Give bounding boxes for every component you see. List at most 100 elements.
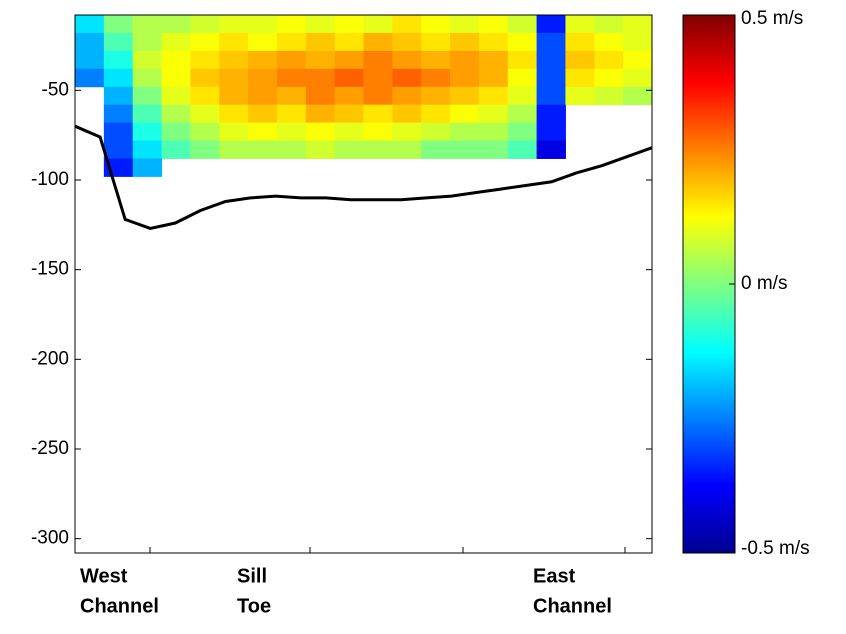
y-tick-label: -50	[42, 79, 69, 100]
heat-cell	[103, 86, 134, 106]
heat-cell	[276, 32, 307, 52]
x-label: Channel	[80, 595, 159, 617]
heat-cell	[536, 104, 566, 124]
heat-cell	[421, 86, 451, 106]
heat-cell	[248, 50, 278, 70]
y-tick-label: -300	[31, 528, 69, 549]
heat-cell	[132, 15, 163, 34]
heat-cell	[507, 32, 538, 52]
heat-cell	[478, 32, 509, 52]
heat-cell	[363, 68, 393, 88]
heat-cell	[219, 140, 249, 159]
heat-cell	[536, 68, 566, 88]
y-tick-label: -100	[31, 169, 69, 190]
heat-cell	[334, 32, 364, 52]
heat-cell	[623, 32, 653, 52]
heat-cell	[507, 15, 538, 34]
heat-cell	[276, 140, 307, 159]
heat-cell	[132, 104, 163, 124]
heat-cell	[450, 86, 480, 106]
heat-cell	[536, 50, 566, 70]
heat-cell	[507, 122, 538, 142]
heat-cell	[276, 86, 307, 106]
heat-cell	[363, 104, 393, 124]
heat-cell	[248, 68, 278, 88]
colorbar	[682, 14, 736, 554]
heat-cell	[103, 68, 134, 88]
heat-cell	[334, 140, 364, 159]
heat-cell	[248, 32, 278, 52]
heat-cell	[305, 32, 336, 52]
heat-cell	[75, 15, 105, 34]
heat-cell	[450, 32, 480, 52]
x-label: West	[80, 565, 128, 587]
heat-cell	[276, 50, 307, 70]
heat-cell	[276, 122, 307, 142]
heat-cell	[305, 68, 336, 88]
heat-cell	[392, 15, 422, 34]
heat-cell	[392, 68, 422, 88]
heat-cell	[75, 32, 105, 52]
heat-cell	[450, 50, 480, 70]
heat-cell	[507, 104, 538, 124]
heat-cell	[103, 122, 134, 142]
colorbar-label: -0.5 m/s	[741, 538, 810, 559]
heat-cell	[594, 86, 624, 106]
heat-cell	[623, 86, 653, 106]
heat-cell	[536, 32, 566, 52]
heat-cell	[507, 86, 538, 106]
y-tick-label: -250	[31, 438, 69, 459]
heat-cell	[594, 68, 624, 88]
heat-cell	[363, 50, 393, 70]
heat-cell	[392, 104, 422, 124]
heat-cell	[536, 15, 566, 34]
heat-cell	[190, 68, 220, 88]
heat-cell	[190, 122, 220, 142]
heat-cell	[75, 68, 105, 88]
heat-cell	[392, 122, 422, 142]
heat-cell	[334, 104, 364, 124]
heat-cell	[334, 86, 364, 106]
heat-cell	[103, 15, 134, 34]
heat-cell	[478, 15, 509, 34]
heat-cell	[334, 15, 364, 34]
heat-cell	[421, 140, 451, 159]
heat-cell	[219, 122, 249, 142]
heat-cell	[392, 140, 422, 159]
heat-cell	[132, 68, 163, 88]
heat-cell	[103, 32, 134, 52]
heat-cell	[565, 15, 595, 34]
heat-cell	[132, 50, 163, 70]
plot-frame	[74, 14, 653, 554]
x-label: Toe	[237, 595, 271, 617]
heat-cell	[305, 140, 336, 159]
heat-cell	[248, 122, 278, 142]
x-label: Channel	[533, 595, 612, 617]
heat-cell	[161, 104, 191, 124]
heat-cell	[248, 104, 278, 124]
heat-cell	[190, 140, 220, 159]
heat-cell	[392, 50, 422, 70]
heat-cell	[450, 140, 480, 159]
colorbar-label: 0.5 m/s	[741, 8, 803, 29]
heat-cell	[132, 140, 163, 159]
heat-cell	[276, 68, 307, 88]
heat-cell	[190, 50, 220, 70]
heat-cell	[507, 140, 538, 159]
heat-cell	[161, 50, 191, 70]
heat-cell	[103, 104, 134, 124]
heat-cell	[334, 50, 364, 70]
heat-cell	[276, 104, 307, 124]
heat-cell	[248, 15, 278, 34]
heat-cell	[421, 32, 451, 52]
heat-cell	[276, 15, 307, 34]
heat-cell	[536, 140, 566, 159]
heat-cell	[363, 86, 393, 106]
heat-cell	[161, 122, 191, 142]
heat-cell	[161, 15, 191, 34]
heat-cell	[450, 15, 480, 34]
heat-cell	[161, 68, 191, 88]
heat-cell	[594, 32, 624, 52]
heat-cell	[478, 68, 509, 88]
